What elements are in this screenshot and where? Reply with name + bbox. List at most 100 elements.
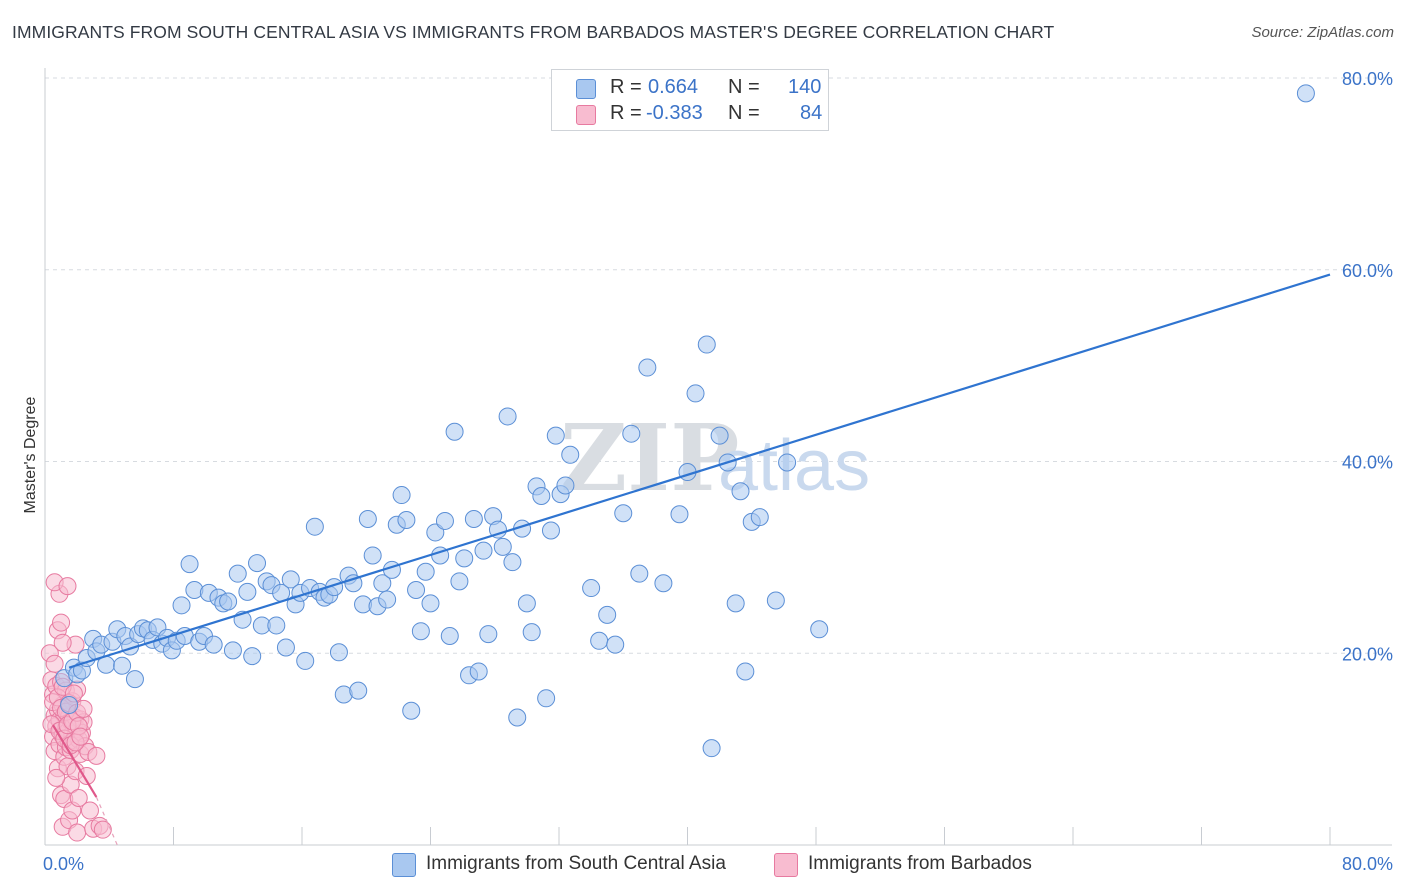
south-central-asia-point bbox=[204, 635, 223, 654]
south-central-asia-point bbox=[305, 517, 324, 536]
south-central-asia-point bbox=[358, 510, 377, 529]
barbados-point bbox=[52, 613, 71, 632]
legend-swatch-blue bbox=[576, 79, 596, 99]
south-central-asia-point bbox=[464, 510, 483, 529]
south-central-asia-point bbox=[445, 422, 464, 441]
south-central-asia-point bbox=[219, 592, 238, 611]
south-central-asia-point bbox=[474, 541, 493, 560]
south-central-asia-point bbox=[1296, 84, 1315, 103]
legend-r-value: 0.664 bbox=[648, 76, 699, 98]
bottom-legend-swatch-blue bbox=[392, 853, 416, 877]
series-barbados bbox=[40, 573, 112, 842]
south-central-asia-point bbox=[710, 426, 729, 445]
south-central-asia-point bbox=[493, 537, 512, 556]
south-central-asia-point bbox=[546, 426, 565, 445]
barbados-point bbox=[47, 768, 66, 787]
south-central-asia-point bbox=[503, 553, 522, 572]
south-central-asia-point bbox=[517, 594, 536, 613]
south-central-asia-point bbox=[750, 508, 769, 527]
legend-n-value: 140 bbox=[788, 76, 822, 98]
south-central-asia-point bbox=[455, 549, 474, 568]
south-central-asia-point bbox=[532, 487, 551, 506]
south-central-asia-point bbox=[397, 510, 416, 529]
south-central-asia-point bbox=[638, 358, 657, 377]
south-central-asia-point bbox=[402, 701, 421, 720]
south-central-asia-point bbox=[606, 635, 625, 654]
y-tick-label: 40.0% bbox=[1342, 453, 1393, 473]
south-central-asia-point bbox=[686, 384, 705, 403]
tick-labels: 20.0% 40.0% 60.0% 80.0% 0.0% 80.0% bbox=[43, 69, 1393, 874]
south-central-asia-point bbox=[654, 574, 673, 593]
south-central-asia-point bbox=[508, 708, 527, 727]
south-central-asia-point bbox=[598, 605, 617, 624]
barbados-point bbox=[45, 654, 64, 673]
south-central-asia-point bbox=[614, 504, 633, 523]
chart-source: Source: ZipAtlas.com bbox=[1251, 24, 1394, 41]
barbados-point bbox=[77, 766, 96, 785]
south-central-asia-point bbox=[697, 335, 716, 354]
legend-r-label: R = bbox=[610, 102, 642, 124]
south-central-asia-point bbox=[556, 476, 575, 495]
south-central-asia-point bbox=[281, 570, 300, 589]
south-central-asia-point bbox=[125, 670, 144, 689]
south-central-asia-point bbox=[248, 554, 267, 573]
barbados-point bbox=[93, 820, 112, 839]
south-central-asia-point bbox=[267, 616, 286, 635]
south-central-asia-point bbox=[407, 580, 426, 599]
south-central-asia-point bbox=[731, 482, 750, 501]
y-tick-label: 60.0% bbox=[1342, 261, 1393, 281]
south-central-asia-point bbox=[228, 564, 247, 583]
bottom-legend-swatch-pink bbox=[774, 853, 798, 877]
south-central-asia-point bbox=[363, 546, 382, 565]
south-central-asia-point bbox=[670, 505, 689, 524]
south-central-asia-point bbox=[702, 739, 721, 758]
watermark-zip: ZIP bbox=[560, 404, 739, 512]
x-tick-label: 0.0% bbox=[43, 854, 84, 874]
axes bbox=[44, 68, 1392, 846]
trend-line-barbados bbox=[52, 724, 98, 798]
chart-title: IMMIGRANTS FROM SOUTH CENTRAL ASIA VS IM… bbox=[12, 22, 1055, 42]
south-central-asia-point bbox=[223, 641, 242, 660]
barbados-point bbox=[68, 823, 87, 842]
barbados-point bbox=[71, 727, 90, 746]
south-central-asia-point bbox=[561, 445, 580, 464]
south-central-asia-point bbox=[349, 681, 368, 700]
legend-swatch-pink bbox=[576, 105, 596, 125]
trend-lines bbox=[52, 273, 1331, 846]
legend-r-value: -0.383 bbox=[646, 102, 703, 124]
south-central-asia-point bbox=[60, 696, 79, 715]
south-central-asia-point bbox=[296, 651, 315, 670]
bottom-legend-label: Immigrants from South Central Asia bbox=[426, 853, 726, 874]
south-central-asia-point bbox=[238, 582, 257, 601]
south-central-asia-point bbox=[435, 511, 454, 530]
legend-r-label: R = bbox=[610, 76, 642, 98]
legend-n-value: 84 bbox=[800, 102, 823, 124]
south-central-asia-point bbox=[172, 596, 191, 615]
south-central-asia-point bbox=[411, 622, 430, 641]
y-tick-label: 20.0% bbox=[1342, 644, 1393, 664]
legend-n-label: N = bbox=[728, 102, 760, 124]
south-central-asia-point bbox=[522, 623, 541, 642]
south-central-asia-point bbox=[113, 656, 132, 675]
south-central-asia-point bbox=[726, 594, 745, 613]
gridlines bbox=[45, 77, 1392, 654]
series-south-central-asia bbox=[55, 84, 1315, 758]
south-central-asia-point bbox=[329, 643, 348, 662]
south-central-asia-point bbox=[180, 555, 199, 574]
south-central-asia-point bbox=[243, 647, 262, 666]
south-central-asia-point bbox=[479, 625, 498, 644]
y-tick-label: 80.0% bbox=[1342, 69, 1393, 89]
south-central-asia-point bbox=[392, 486, 411, 505]
south-central-asia-point bbox=[373, 574, 392, 593]
barbados-point bbox=[58, 577, 77, 596]
south-central-asia-point bbox=[590, 631, 609, 650]
barbados-point bbox=[87, 746, 106, 765]
south-central-asia-point bbox=[778, 453, 797, 472]
bottom-legend-label: Immigrants from Barbados bbox=[808, 853, 1032, 874]
x-tick-label: 80.0% bbox=[1342, 854, 1393, 874]
south-central-asia-point bbox=[766, 591, 785, 610]
y-axis-label: Master's Degree bbox=[22, 396, 39, 513]
south-central-asia-point bbox=[344, 574, 363, 593]
south-central-asia-point bbox=[810, 620, 829, 639]
